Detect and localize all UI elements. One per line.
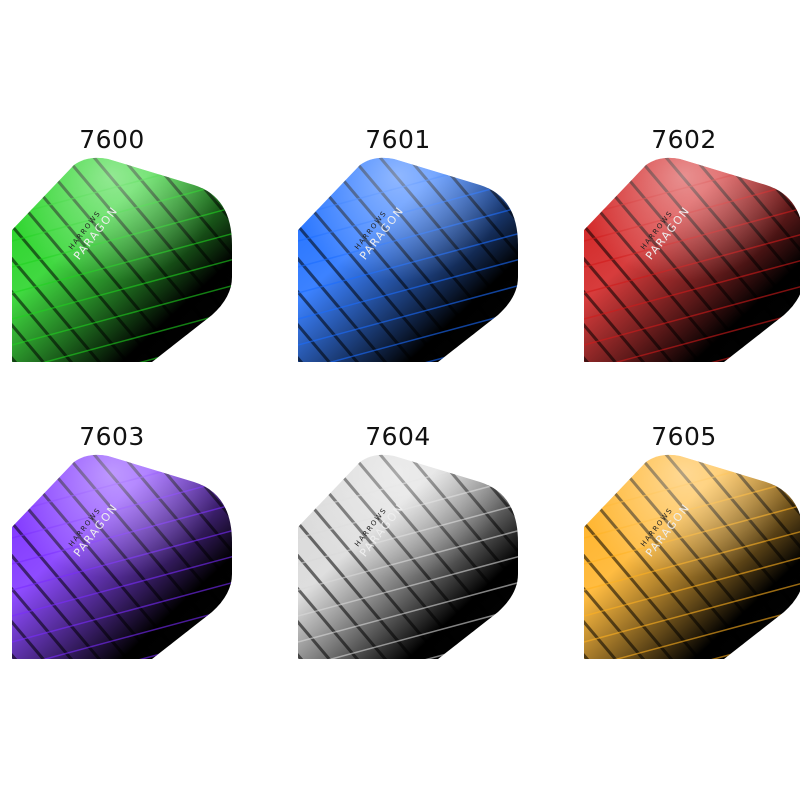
dart-flight-7603[interactable]: 7603 HARROWS PARAGON (12, 422, 252, 712)
dart-flight-7601[interactable]: 7601 HARROWS PARAGON (298, 125, 538, 415)
dart-flight-7605[interactable]: 7605 HARROWS PARAGON (584, 422, 800, 712)
product-code: 7604 (365, 422, 431, 451)
dart-flight-7600[interactable]: 7600 HARROWS PARAGON (12, 125, 252, 415)
flight-image: HARROWS PARAGON (298, 157, 518, 362)
dart-flight-7604[interactable]: 7604 HARROWS PARAGON (298, 422, 538, 712)
product-code: 7600 (79, 125, 145, 154)
product-code: 7602 (651, 125, 717, 154)
dart-flight-7602[interactable]: 7602 HARROWS PARAGON (584, 125, 800, 415)
product-code: 7601 (365, 125, 431, 154)
flight-image: HARROWS PARAGON (12, 454, 232, 659)
flight-image: HARROWS PARAGON (584, 157, 800, 362)
flight-image: HARROWS PARAGON (12, 157, 232, 362)
product-code: 7605 (651, 422, 717, 451)
flight-image: HARROWS PARAGON (298, 454, 518, 659)
product-code: 7603 (79, 422, 145, 451)
flight-image: HARROWS PARAGON (584, 454, 800, 659)
